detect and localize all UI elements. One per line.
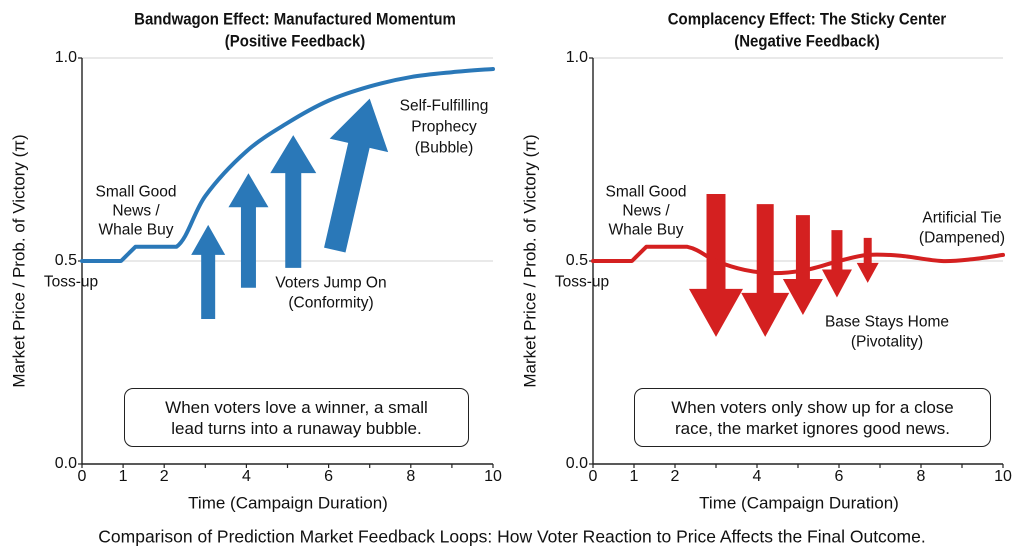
left-ytick-label: 1.0 xyxy=(54,49,77,66)
right-ytick-label: 0.5 xyxy=(565,252,588,269)
right-y-axis-label: Market Price / Prob. of Victory (π) xyxy=(520,134,540,388)
feedback-arrow xyxy=(324,98,389,253)
right-title-line2: (Negative Feedback) xyxy=(734,31,880,51)
left-title-line1: Bandwagon Effect: Manufactured Momentum xyxy=(134,9,456,29)
left-tossup-label: Toss-up xyxy=(43,273,99,291)
right-voters-label: (Pivotality) xyxy=(850,333,924,351)
feedback-arrow xyxy=(821,230,852,298)
right-news-label: Whale Buy xyxy=(608,221,684,239)
right-summary-line: When voters only show up for a close xyxy=(671,398,954,417)
right-news-label: News / xyxy=(622,202,670,220)
x-tick-label: 1 xyxy=(629,468,639,485)
feedback-arrow xyxy=(741,204,790,337)
right-tossup-label: Toss-up xyxy=(554,273,610,291)
x-tick-label: 6 xyxy=(834,468,844,485)
x-tick-label: 8 xyxy=(406,468,416,485)
right-ytick-label: 1.0 xyxy=(565,49,588,66)
feedback-arrow xyxy=(228,173,269,288)
left-summary-box: When voters love a winner, a small lead … xyxy=(124,388,469,447)
right-outcome-label: Artificial Tie xyxy=(922,209,1002,227)
x-tick-label: 0 xyxy=(77,468,87,485)
left-summary-line: lead turns into a runaway bubble. xyxy=(171,419,422,438)
x-tick-label: 10 xyxy=(994,468,1012,485)
x-tick-label: 8 xyxy=(916,468,926,485)
figure-caption: Comparison of Prediction Market Feedback… xyxy=(98,526,926,547)
feedback-arrow xyxy=(856,237,879,283)
right-ytick-label: 0.0 xyxy=(565,455,588,472)
left-ytick-label: 0.0 xyxy=(54,455,77,472)
feedback-arrow xyxy=(782,215,823,315)
left-news-label: Whale Buy xyxy=(98,221,174,239)
left-news-label: News / xyxy=(112,202,160,220)
left-ytick-label: 0.5 xyxy=(54,252,77,269)
right-outcome-label: (Dampened) xyxy=(918,229,1006,247)
price-line xyxy=(80,66,495,263)
x-tick-label: 10 xyxy=(484,468,502,485)
x-tick-label: 6 xyxy=(324,468,334,485)
left-voters-label: (Conformity) xyxy=(288,294,374,312)
x-tick-label: 4 xyxy=(752,468,762,485)
x-tick-label: 2 xyxy=(670,468,680,485)
left-y-axis-label: Market Price / Prob. of Victory (π) xyxy=(9,134,29,388)
left-title-line2: (Positive Feedback) xyxy=(224,31,366,51)
left-x-axis-label: Time (Campaign Duration) xyxy=(188,493,388,513)
left-voters-label: Voters Jump On xyxy=(275,274,387,292)
feedback-arrow xyxy=(689,194,743,337)
feedback-arrow xyxy=(191,224,226,320)
x-tick-label: 0 xyxy=(588,468,598,485)
right-summary-line: race, the market ignores good news. xyxy=(675,419,950,438)
x-tick-label: 1 xyxy=(118,468,128,485)
price-line xyxy=(591,244,1005,276)
x-tick-label: 2 xyxy=(159,468,169,485)
right-summary-box: When voters only show up for a close rac… xyxy=(634,388,991,447)
right-x-axis-label: Time (Campaign Duration) xyxy=(699,493,899,513)
feedback-arrow xyxy=(270,135,317,268)
left-summary-line: When voters love a winner, a small xyxy=(165,398,428,417)
right-news-label: Small Good xyxy=(605,183,687,201)
right-title-line1: Complacency Effect: The Sticky Center xyxy=(667,9,947,29)
right-voters-label: Base Stays Home xyxy=(824,313,950,331)
left-outcome-label: Prophecy xyxy=(411,118,477,136)
x-tick-label: 4 xyxy=(241,468,251,485)
left-outcome-label: Self-Fulfilling xyxy=(399,97,489,115)
left-news-label: Small Good xyxy=(95,183,177,201)
left-outcome-label: (Bubble) xyxy=(414,139,474,157)
